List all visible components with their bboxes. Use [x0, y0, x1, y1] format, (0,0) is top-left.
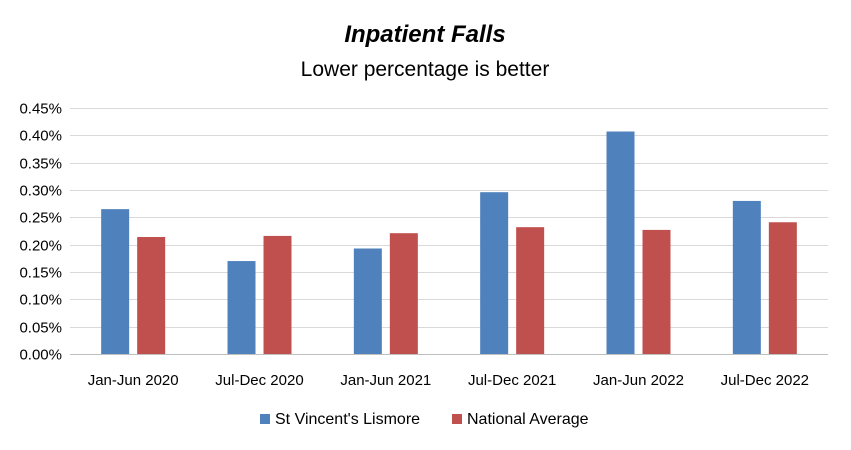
bars — [101, 131, 797, 354]
x-tick-label: Jul-Dec 2020 — [215, 372, 303, 389]
legend-label: National Average — [467, 411, 589, 428]
y-axis-tick-labels: 0.00% 0.05% 0.10% 0.15% 0.20% 0.25% 0.30% 0.35%… — [19, 101, 62, 364]
y-tick-label: 0.30% — [19, 183, 62, 200]
y-tick-label: 0.00% — [19, 347, 62, 364]
bar-national-average-2 — [389, 233, 418, 354]
bar-national-average-0 — [137, 237, 166, 354]
bar-national-average-1 — [263, 235, 292, 354]
legend-item-national-average: National Average — [452, 411, 589, 428]
bar-st-vincents-3 — [480, 192, 509, 354]
bar-national-average-4 — [642, 229, 671, 354]
x-tick-label: Jul-Dec 2022 — [721, 372, 809, 389]
bar-national-average-3 — [516, 227, 545, 354]
gridlines — [70, 108, 828, 355]
y-tick-label: 0.15% — [19, 265, 62, 282]
legend-label: St Vincent's Lismore — [275, 411, 420, 428]
bar-national-average-5 — [768, 222, 797, 354]
legend: St Vincent's Lismore National Average — [260, 411, 589, 428]
y-tick-label: 0.20% — [19, 238, 62, 255]
y-tick-label: 0.40% — [19, 128, 62, 145]
bar-st-vincents-0 — [101, 209, 130, 354]
y-tick-label: 0.10% — [19, 292, 62, 309]
legend-item-st-vincents: St Vincent's Lismore — [260, 411, 420, 428]
x-tick-label: Jan-Jun 2022 — [593, 372, 684, 389]
x-tick-label: Jan-Jun 2020 — [88, 372, 179, 389]
y-tick-label: 0.35% — [19, 156, 62, 173]
chart-subtitle: Lower percentage is better — [301, 58, 550, 81]
y-tick-label: 0.25% — [19, 210, 62, 227]
x-axis-tick-labels: Jan-Jun 2020 Jul-Dec 2020 Jan-Jun 2021 Jul-… — [88, 372, 809, 389]
y-tick-label: 0.45% — [19, 101, 62, 118]
bar-st-vincents-1 — [227, 261, 256, 354]
x-tick-label: Jul-Dec 2021 — [468, 372, 556, 389]
chart-title: Inpatient Falls — [344, 21, 505, 48]
bar-st-vincents-2 — [353, 248, 382, 354]
x-tick-label: Jan-Jun 2021 — [340, 372, 431, 389]
bar-st-vincents-5 — [732, 200, 761, 354]
legend-swatch — [260, 414, 270, 424]
y-tick-label: 0.05% — [19, 320, 62, 337]
bar-st-vincents-4 — [606, 131, 635, 354]
legend-swatch — [452, 414, 462, 424]
